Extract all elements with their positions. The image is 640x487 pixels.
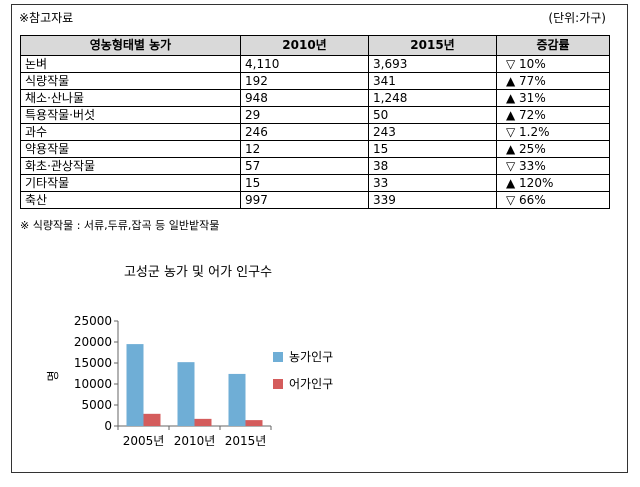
- table-row: 특용작물·버섯 29 50 ▲ 72%: [20, 106, 610, 124]
- table-row: 약용작물 12 15 ▲ 25%: [20, 140, 610, 158]
- legend-swatch-farm-population: [273, 352, 283, 362]
- farm-type-cell: 축산: [20, 191, 241, 209]
- x-category-label: 2015년: [225, 434, 267, 448]
- fishery-population-bar: [143, 413, 161, 426]
- households-2010-cell: 57: [240, 157, 369, 175]
- change-rate-cell: ▲ 25%: [496, 140, 610, 158]
- households-2015-cell: 15: [368, 140, 497, 158]
- y-tick-label: 15000: [74, 356, 112, 370]
- farm-type-cell: 기타작물: [20, 174, 241, 192]
- column-header-2015: 2015년: [368, 35, 497, 56]
- legend-swatch-fishery-population: [273, 379, 283, 389]
- plot-area: 0 5000 10000 15000 20000 25000 2005년 2010년 2015년: [74, 314, 272, 448]
- chart-title: 고성군 농가 및 어가 인구수: [124, 265, 272, 280]
- table-footnote: ※ 식량작물 : 서류,두류,잡곡 등 일반밭작물: [20, 219, 220, 232]
- households-2015-cell: 341: [368, 72, 497, 90]
- farm-type-cell: 식량작물: [20, 72, 241, 90]
- households-2010-cell: 997: [240, 191, 369, 209]
- legend-label-farm-population: 농가인구: [289, 350, 333, 364]
- change-rate-cell: ▽ 10%: [496, 55, 610, 73]
- table-row: 축산 997 339 ▽ 66%: [20, 191, 610, 209]
- households-2010-cell: 29: [240, 106, 369, 124]
- change-rate-cell: ▲ 72%: [496, 106, 610, 124]
- column-header-2010: 2010년: [240, 35, 369, 56]
- population-bar-chart: 고성군 농가 및 어가 인구수 명 0 5000 10000 15000 20000 25…: [46, 265, 333, 448]
- farm-type-cell: 논벼: [20, 55, 241, 73]
- farm-population-bar: [126, 344, 144, 426]
- households-2015-cell: 1,248: [368, 89, 497, 107]
- x-category-label: 2005년: [123, 434, 165, 448]
- table-row: 화초·관상작물 57 38 ▽ 33%: [20, 157, 610, 175]
- farm-population-bar: [177, 362, 195, 426]
- farm-type-cell: 화초·관상작물: [20, 157, 241, 175]
- households-2010-cell: 12: [240, 140, 369, 158]
- households-2010-cell: 948: [240, 89, 369, 107]
- column-header-farm-type: 영농형태별 농가: [20, 35, 241, 56]
- households-2015-cell: 243: [368, 123, 497, 141]
- households-2010-cell: 15: [240, 174, 369, 192]
- farm-household-type-table: 영농형태별 농가 2010년 2015년 증감률 논벼 4,110 3,693 …: [20, 35, 610, 209]
- households-2010-cell: 192: [240, 72, 369, 90]
- y-tick-label: 25000: [74, 314, 112, 328]
- fishery-population-bar: [245, 420, 263, 426]
- change-rate-cell: ▲ 120%: [496, 174, 610, 192]
- farm-type-cell: 채소·산나물: [20, 89, 241, 107]
- households-2015-cell: 38: [368, 157, 497, 175]
- table-row: 식량작물 192 341 ▲ 77%: [20, 72, 610, 90]
- farm-type-cell: 특용작물·버섯: [20, 106, 241, 124]
- y-tick-label: 20000: [74, 335, 112, 349]
- households-2010-cell: 246: [240, 123, 369, 141]
- change-rate-cell: ▽ 66%: [496, 191, 610, 209]
- households-2015-cell: 3,693: [368, 55, 497, 73]
- table-row: 논벼 4,110 3,693 ▽ 10%: [20, 55, 610, 73]
- farm-type-cell: 약용작물: [20, 140, 241, 158]
- households-2015-cell: 33: [368, 174, 497, 192]
- unit-label: (단위:가구): [548, 11, 606, 25]
- change-rate-cell: ▽ 1.2%: [496, 123, 610, 141]
- change-rate-cell: ▲ 31%: [496, 89, 610, 107]
- legend: 농가인구 어가인구: [273, 350, 333, 391]
- change-rate-cell: ▽ 33%: [496, 157, 610, 175]
- households-2015-cell: 339: [368, 191, 497, 209]
- y-tick-label: 0: [104, 419, 112, 433]
- y-tick-label: 5000: [81, 398, 112, 412]
- change-rate-cell: ▲ 77%: [496, 72, 610, 90]
- table-row: 기타작물 15 33 ▲ 120%: [20, 174, 610, 192]
- table-row: 과수 246 243 ▽ 1.2%: [20, 123, 610, 141]
- column-header-change-rate: 증감률: [496, 35, 610, 56]
- farm-population-bar: [228, 373, 246, 426]
- households-2010-cell: 4,110: [240, 55, 369, 73]
- reference-title: ※참고자료: [19, 11, 74, 25]
- fishery-population-bar: [194, 418, 212, 426]
- table-header-row: 영농형태별 농가 2010년 2015년 증감률: [20, 35, 610, 56]
- figure-frame: [11, 4, 628, 473]
- legend-label-fishery-population: 어가인구: [289, 377, 333, 391]
- x-category-label: 2010년: [174, 434, 216, 448]
- farm-type-cell: 과수: [20, 123, 241, 141]
- y-axis-label: 명: [46, 370, 60, 381]
- y-tick-label: 10000: [74, 377, 112, 391]
- households-2015-cell: 50: [368, 106, 497, 124]
- table-row: 채소·산나물 948 1,248 ▲ 31%: [20, 89, 610, 107]
